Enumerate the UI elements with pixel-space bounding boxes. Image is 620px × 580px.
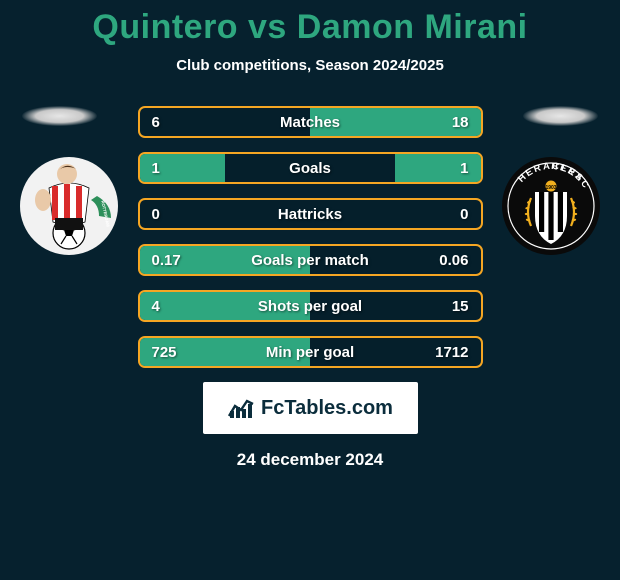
stat-value-left: 725 xyxy=(152,344,177,361)
stat-label: Hattricks xyxy=(278,206,342,223)
page-title: Quintero vs Damon Mirani xyxy=(0,0,620,47)
date-label: 24 december 2024 xyxy=(0,450,620,470)
branding-box[interactable]: FcTables.com xyxy=(203,382,418,434)
comparison-panel: ROTTERDAM xyxy=(0,106,620,368)
stat-row: 1 Goals 1 xyxy=(138,152,483,184)
branding-chart-icon xyxy=(227,396,255,420)
stat-row: 6 Matches 18 xyxy=(138,106,483,138)
stat-label: Matches xyxy=(280,114,340,131)
stat-value-left: 6 xyxy=(152,114,160,131)
stat-value-right: 15 xyxy=(452,298,469,315)
stat-value-right: 0.06 xyxy=(439,252,468,269)
spotlight-left xyxy=(22,106,97,126)
stat-label: Goals xyxy=(289,160,331,177)
stat-value-right: 18 xyxy=(452,114,469,131)
heracles-crest-icon: HERACLES HERACLES 1903 xyxy=(501,156,601,256)
stat-row: 0 Hattricks 0 xyxy=(138,198,483,230)
stat-label: Goals per match xyxy=(251,252,369,269)
stat-value-left: 0.17 xyxy=(152,252,181,269)
stat-row: 0.17 Goals per match 0.06 xyxy=(138,244,483,276)
stat-value-left: 4 xyxy=(152,298,160,315)
stat-value-right: 0 xyxy=(460,206,468,223)
club-badge-left: ROTTERDAM xyxy=(19,156,119,256)
stat-row: 4 Shots per goal 15 xyxy=(138,290,483,322)
stat-value-right: 1 xyxy=(460,160,468,177)
stat-label: Min per goal xyxy=(266,344,354,361)
subtitle: Club competitions, Season 2024/2025 xyxy=(0,57,620,74)
spotlight-right xyxy=(523,106,598,126)
sparta-crest-icon: ROTTERDAM xyxy=(19,156,119,256)
stat-value-left: 1 xyxy=(152,160,160,177)
stat-label: Shots per goal xyxy=(258,298,362,315)
branding-text: FcTables.com xyxy=(261,397,393,420)
stat-value-right: 1712 xyxy=(435,344,468,361)
stat-value-left: 0 xyxy=(152,206,160,223)
stat-row: 725 Min per goal 1712 xyxy=(138,336,483,368)
club-badge-right: HERACLES HERACLES 1903 xyxy=(501,156,601,256)
svg-text:1903: 1903 xyxy=(545,185,556,191)
